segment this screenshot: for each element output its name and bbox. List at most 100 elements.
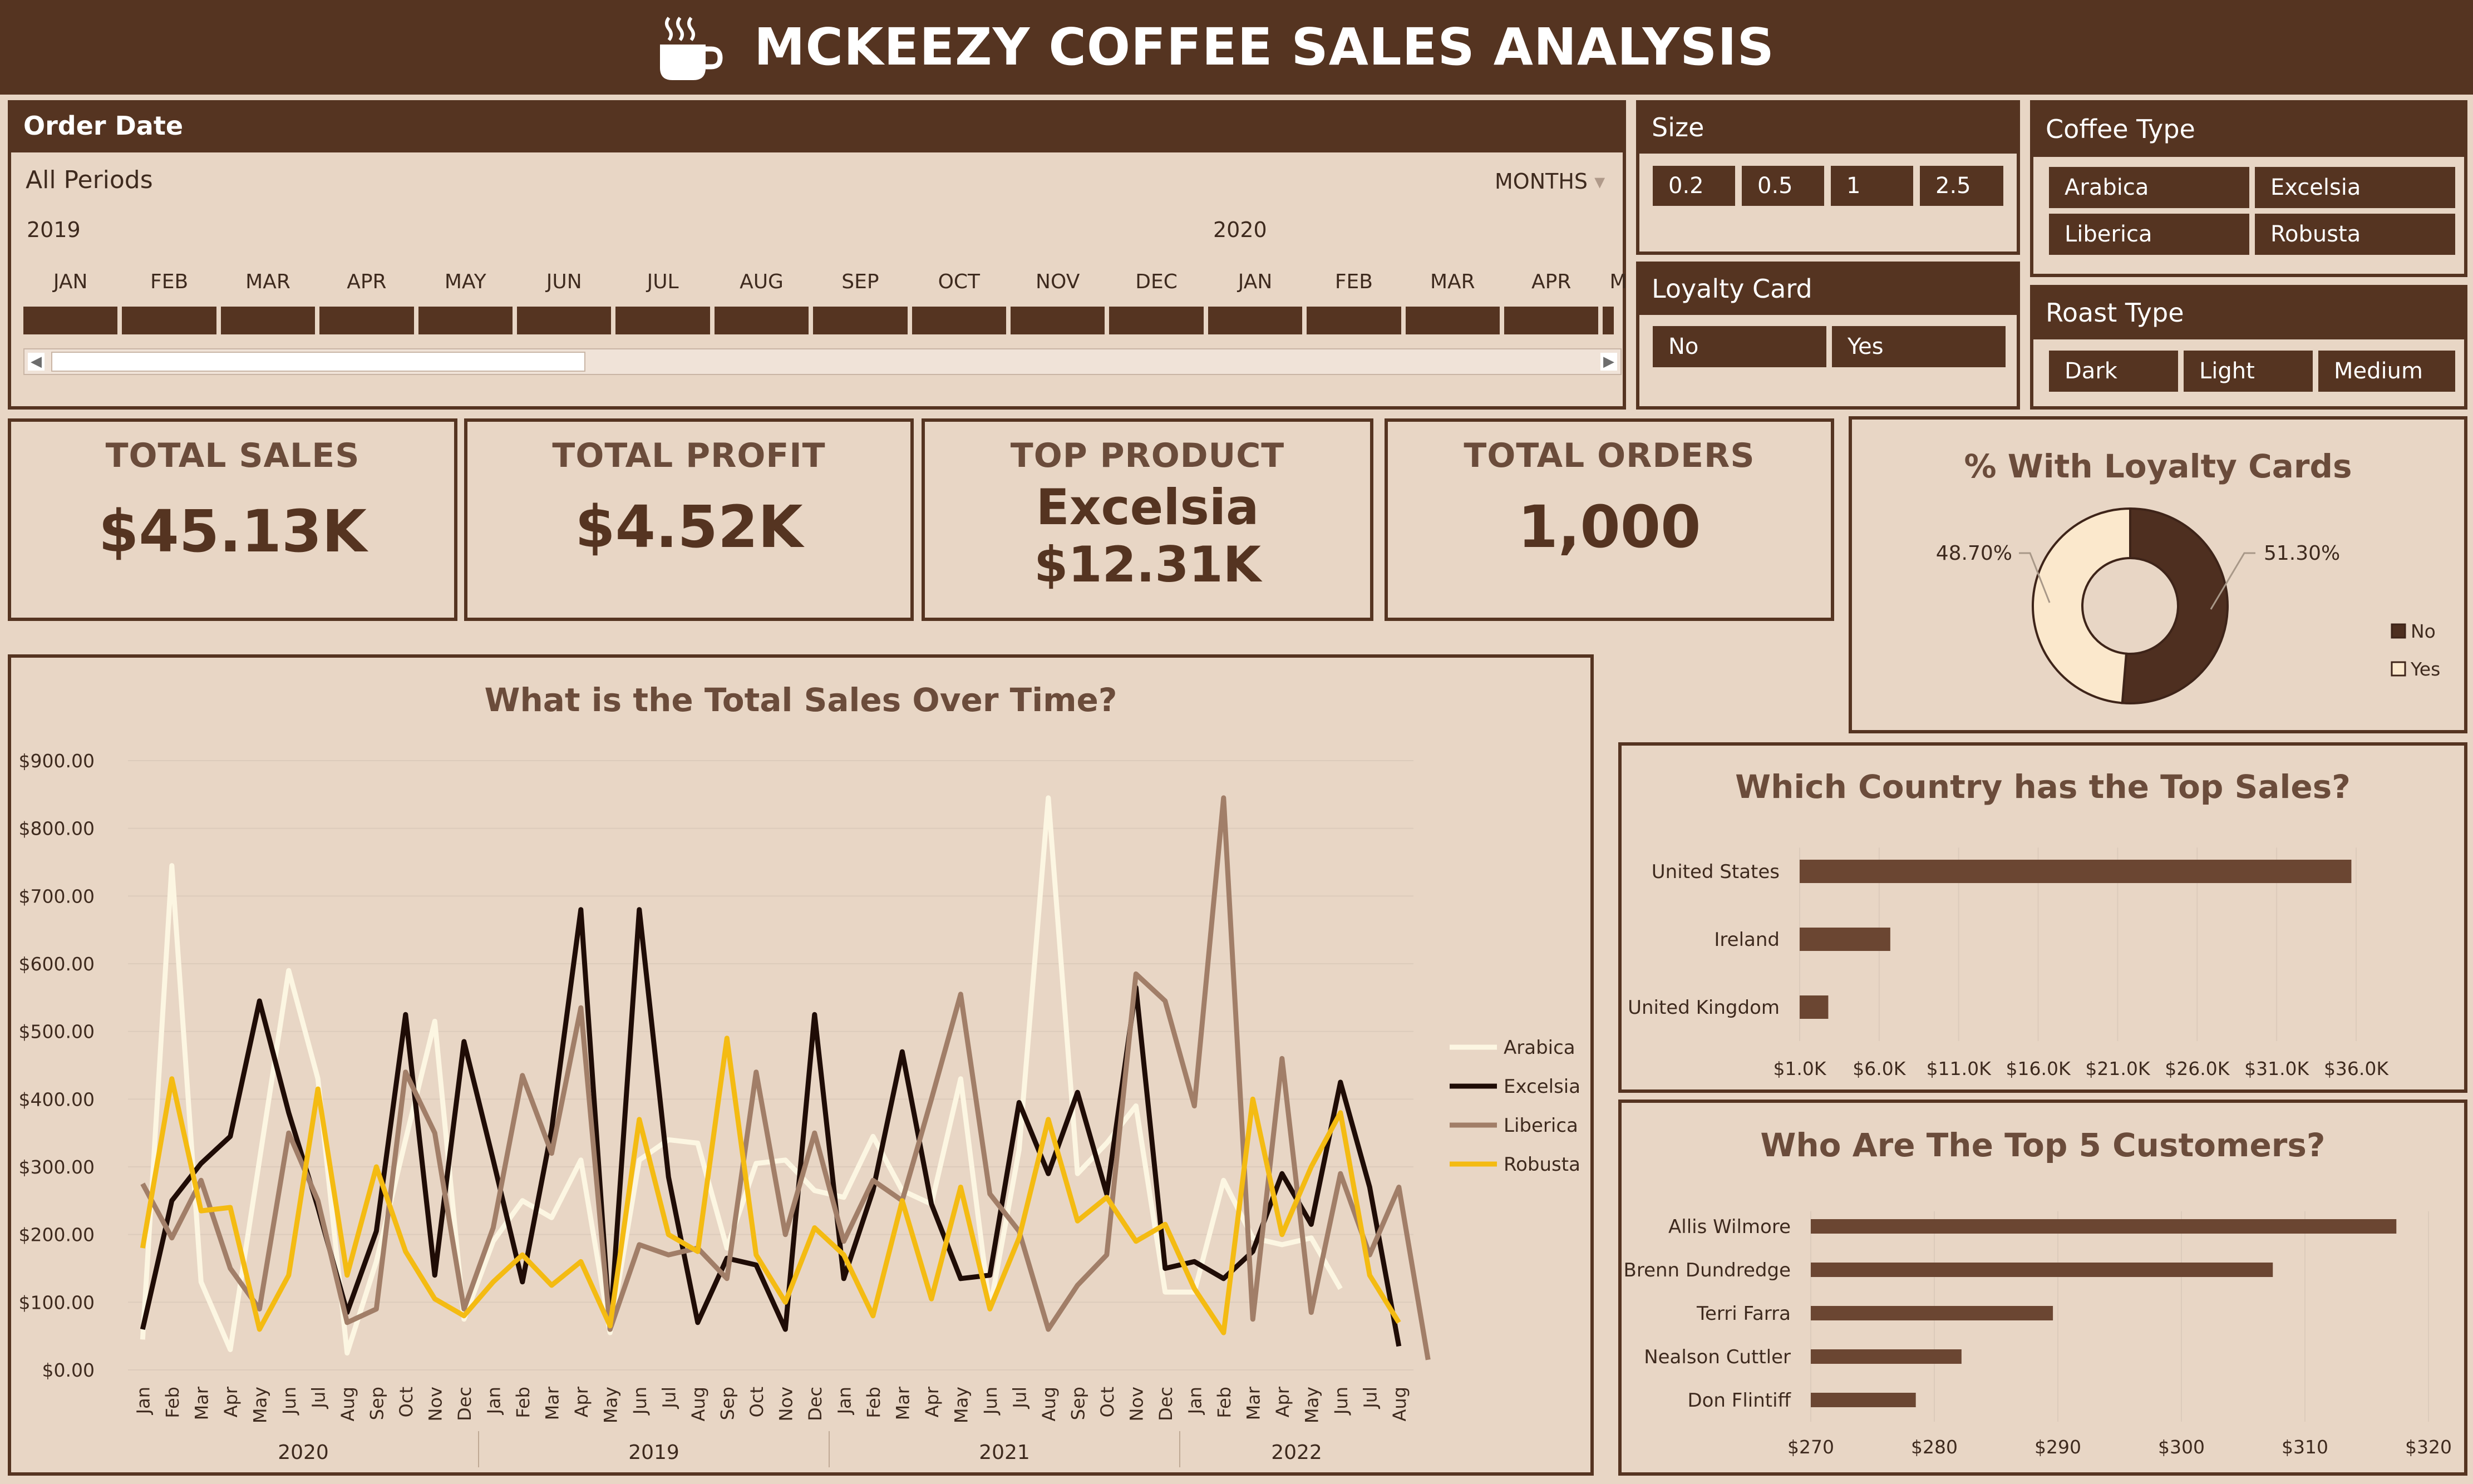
- roast-option-light[interactable]: Light: [2184, 351, 2313, 392]
- legend-label: Arabica: [1504, 1037, 1575, 1059]
- timeline-month-label: JUN: [546, 270, 582, 293]
- loyalty-card-slicer: Loyalty Card No Yes: [1636, 262, 2020, 410]
- legend-label: Robusta: [1504, 1153, 1580, 1176]
- all-periods-label: All Periods: [26, 166, 153, 194]
- timeline-month-label: MAY: [444, 270, 486, 293]
- category-label: United States: [1652, 861, 1780, 883]
- coffee-option-excelsia[interactable]: Excelsia: [2255, 167, 2455, 208]
- series-line-liberica: [140, 795, 1431, 1360]
- timeline-month-segment[interactable]: [714, 307, 809, 334]
- bar: [1811, 1306, 2053, 1320]
- timeline-month-segment[interactable]: [122, 307, 216, 334]
- timeline-month-segment[interactable]: [23, 307, 118, 334]
- y-tick-label: $0.00: [42, 1359, 95, 1381]
- x-tick-label: $320: [2405, 1436, 2452, 1458]
- timeline-month-segment[interactable]: [813, 307, 908, 334]
- timeline-month-segment[interactable]: [1011, 307, 1105, 334]
- sales-line-chart: $0.00 $100.00 $200.00 $300.00 $400.00 $500.00…: [19, 750, 1580, 1467]
- timeline-month-label: MAR: [245, 270, 290, 293]
- x-tick-label: Apr: [571, 1386, 592, 1417]
- legend-label: Liberica: [1504, 1115, 1578, 1137]
- x-tick-label: Sep: [366, 1387, 387, 1420]
- leader-line: [2019, 552, 2051, 603]
- timeline-month-label: FEB: [150, 270, 189, 293]
- size-option-0-2[interactable]: 0.2: [1653, 166, 1735, 206]
- total-sales-card: TOTAL SALES $45.13K: [8, 418, 457, 621]
- y-tick-label: $600.00: [19, 953, 95, 975]
- size-option-2-5[interactable]: 2.5: [1920, 166, 2003, 206]
- x-tick-label: Oct: [1097, 1387, 1118, 1417]
- x-tick-label: Feb: [162, 1387, 183, 1418]
- timeline-month-segment[interactable]: [220, 307, 316, 334]
- timeline-month-segment[interactable]: [615, 307, 710, 334]
- x-tick-label: Jun: [1331, 1387, 1352, 1416]
- coffee-option-liberica[interactable]: Liberica: [2049, 214, 2249, 255]
- total-orders-card: TOTAL ORDERS 1,000: [1385, 418, 1834, 621]
- timeline-month-segment[interactable]: [1504, 307, 1599, 334]
- top-product-card: TOP PRODUCT Excelsia $12.31K: [922, 418, 1373, 621]
- timeline-month-segment[interactable]: [912, 307, 1006, 334]
- y-tick-label: $100.00: [19, 1291, 95, 1313]
- x-tick-label: Sep: [717, 1387, 738, 1420]
- customers-bar-chart: $270 $280 $290 $300 $310 $320 Allis Wilmore Bre…: [1624, 1211, 2452, 1458]
- scroll-left-icon[interactable]: ◀: [28, 353, 45, 371]
- x-tick-label: $6.0K: [1853, 1058, 1906, 1079]
- scrollbar-thumb[interactable]: [51, 352, 585, 372]
- roast-option-dark[interactable]: Dark: [2049, 351, 2178, 392]
- timeline-month-segment[interactable]: [1307, 307, 1401, 334]
- x-tick-label: $26.0K: [2165, 1058, 2230, 1079]
- timeline-month-segment[interactable]: [418, 307, 513, 334]
- y-tick-label: $700.00: [19, 885, 95, 907]
- dashboard-header: MCKEEZY COFFEE SALES ANALYSIS: [0, 0, 2473, 95]
- dashboard-title: MCKEEZY COFFEE SALES ANALYSIS: [754, 17, 1775, 77]
- coffee-option-arabica[interactable]: Arabica: [2049, 167, 2249, 208]
- size-option-0-5[interactable]: 0.5: [1742, 166, 1824, 206]
- x-tick-label: $300: [2158, 1436, 2205, 1458]
- x-tick-label: Dec: [454, 1387, 475, 1421]
- x-tick-label: Sep: [1067, 1387, 1088, 1420]
- x-group-label: 2020: [278, 1441, 329, 1464]
- timeline-month-label: DEC: [1135, 270, 1178, 293]
- category-label: Allis Wilmore: [1668, 1216, 1791, 1238]
- roast-option-medium[interactable]: Medium: [2318, 351, 2455, 392]
- sales-chart-title: What is the Total Sales Over Time?: [484, 681, 1117, 719]
- coffee-cup-icon: [660, 17, 723, 80]
- time-level-dropdown[interactable]: MONTHS ▾: [1495, 169, 1605, 194]
- top-product-name: Excelsia: [1036, 479, 1259, 536]
- timeline-month-segment[interactable]: [517, 307, 612, 334]
- country-bar-chart: $1.0K $6.0K $11.0K $16.0K $21.0K $26.0K $31.0K…: [1628, 847, 2389, 1079]
- title-group: MCKEEZY COFFEE SALES ANALYSIS: [657, 12, 1775, 82]
- timeline-scrollbar[interactable]: ◀ ▶: [23, 348, 1622, 375]
- x-tick-label: Mar: [191, 1386, 212, 1420]
- bar: [1811, 1263, 2273, 1277]
- coffee-option-robusta[interactable]: Robusta: [2255, 214, 2455, 255]
- legend-swatch: [2391, 661, 2406, 677]
- x-group-label: 2021: [979, 1441, 1030, 1464]
- donut-slice-no: [2121, 507, 2229, 704]
- y-tick-label: $800.00: [19, 818, 95, 840]
- timeline-month-segment[interactable]: [319, 307, 414, 334]
- total-profit-value: $4.52K: [575, 493, 803, 561]
- x-tick-label: Apr: [1272, 1386, 1293, 1417]
- x-tick-label: $11.0K: [1927, 1058, 1992, 1079]
- loyalty-option-no[interactable]: No: [1653, 326, 1826, 367]
- x-tick-label: Jan: [132, 1387, 154, 1415]
- timeline-month-segment[interactable]: [1603, 307, 1614, 334]
- coffee-type-title: Coffee Type: [2033, 103, 2464, 157]
- timeline-month-segment[interactable]: [1109, 307, 1204, 334]
- timeline-month-label: JUL: [647, 270, 679, 293]
- donut-value-label-yes: 48.70%: [1936, 542, 2012, 565]
- size-option-1[interactable]: 1: [1831, 166, 1913, 206]
- timeline-month-segment[interactable]: [1208, 307, 1303, 334]
- dropdown-arrow-icon: ▾: [1594, 169, 1605, 194]
- loyalty-option-yes[interactable]: Yes: [1832, 326, 2006, 367]
- x-tick-label: Apr: [220, 1386, 242, 1417]
- timeline-month-segment[interactable]: [1405, 307, 1500, 334]
- x-tick-label: $310: [2282, 1436, 2328, 1458]
- x-tick-label: $31.0K: [2244, 1058, 2309, 1079]
- x-tick-label: $1.0K: [1773, 1058, 1826, 1079]
- x-tick-label: Oct: [396, 1387, 417, 1417]
- scroll-right-icon[interactable]: ▶: [1600, 353, 1617, 371]
- category-label: Terri Farra: [1696, 1303, 1791, 1325]
- timeline-month-label: JAN: [1238, 270, 1273, 293]
